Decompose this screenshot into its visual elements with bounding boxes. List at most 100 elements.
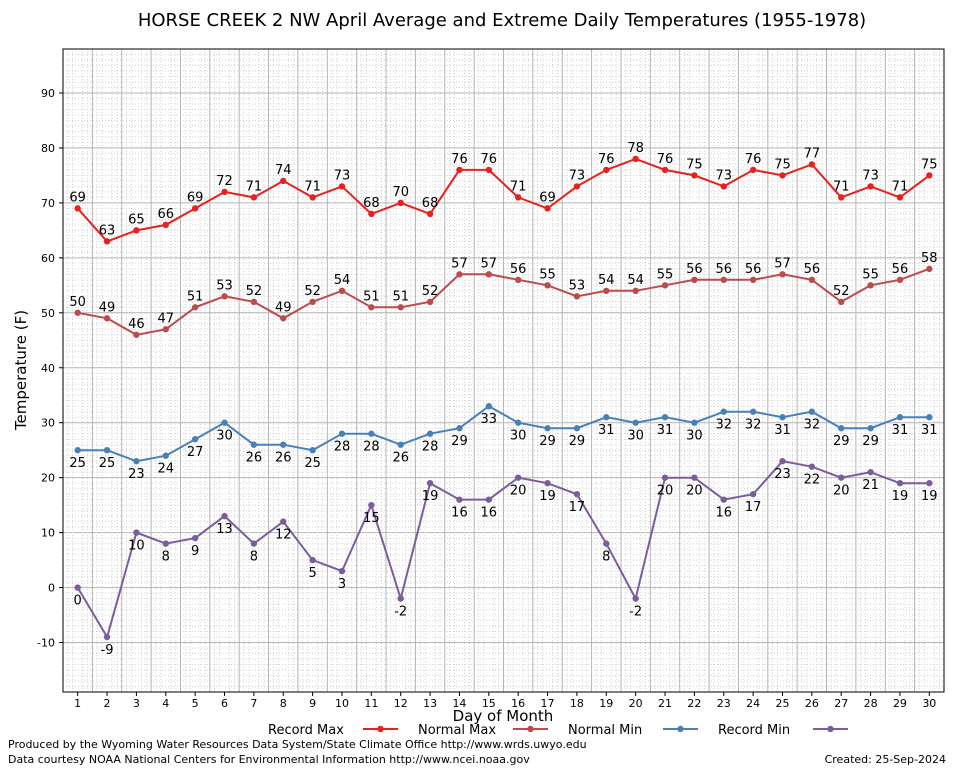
data-label-normal-min: 27: [187, 445, 204, 460]
data-label-record-min: -2: [629, 605, 642, 620]
data-point-record-min: [808, 463, 816, 470]
data-point-normal-min: [103, 446, 111, 454]
data-point-normal-min: [691, 419, 698, 426]
data-point-normal-max: [191, 304, 199, 311]
data-point-record-max: [368, 210, 375, 218]
data-point-record-max: [867, 183, 874, 190]
data-label-normal-max: 54: [334, 273, 351, 288]
data-point-record-max: [603, 166, 610, 174]
series-line-normal-min: [77, 405, 930, 463]
x-tick-label: 20: [629, 697, 643, 710]
data-point-normal-max: [514, 276, 522, 284]
data-point-normal-min: [280, 441, 287, 448]
data-point-normal-min: [397, 441, 404, 448]
data-point-normal-max: [397, 304, 404, 311]
data-point-record-min: [691, 474, 698, 481]
legend-item-record-min: Record Min: [718, 723, 848, 738]
plot-area-border: [62, 48, 945, 693]
data-label-record-min: 10: [128, 539, 145, 554]
data-label-normal-max: 51: [392, 289, 409, 304]
y-tick-label: 30: [41, 417, 55, 430]
data-point-record-min: [926, 479, 933, 487]
data-label-normal-min: 29: [539, 434, 556, 449]
data-point-record-max: [250, 194, 258, 201]
legend-item-normal-max: Normal Max: [418, 723, 548, 738]
data-point-normal-max: [485, 271, 493, 278]
data-label-normal-min: 25: [304, 456, 321, 471]
data-point-record-min: [103, 633, 111, 641]
data-point-normal-max: [426, 298, 434, 306]
series-record-min: 0 -9 10 8 9 13 8 12 5 3 15 -2 19 16 16 20 19 17 8 -2 20 20 16 1…: [74, 457, 938, 658]
x-tick-label: 6: [221, 697, 228, 710]
data-point-record-min: [338, 567, 346, 575]
data-label-normal-max: 54: [627, 273, 644, 288]
series-line-normal-max: [77, 267, 930, 336]
data-point-record-min: [221, 512, 228, 520]
data-label-normal-max: 54: [598, 273, 615, 288]
data-point-normal-min: [456, 425, 463, 432]
x-tick-label: 5: [192, 697, 199, 710]
data-point-normal-min: [603, 414, 610, 421]
data-label-normal-max: 55: [657, 267, 674, 282]
data-label-normal-min: 31: [657, 423, 674, 438]
data-point-record-min: [162, 540, 169, 547]
series-record-max: 69 63 65 66 69 72 71 74 71 73 68 70 68 76 76 71 69 73 76 78…: [69, 141, 938, 245]
data-point-normal-max: [103, 315, 111, 322]
data-label-record-min: 12: [275, 528, 292, 543]
data-label-record-min: 19: [539, 489, 556, 504]
data-point-record-max: [720, 183, 727, 190]
data-point-record-max: [485, 166, 493, 174]
data-point-normal-min: [661, 414, 669, 421]
data-point-record-min: [749, 490, 757, 498]
series-normal-max: 50 49 46 47 51 53 52 49 52 54 51 51 52 57 57 56 55 53 54 54…: [69, 251, 938, 338]
x-tick-label: 22: [687, 697, 701, 710]
data-point-normal-min: [838, 425, 845, 432]
data-point-normal-max: [808, 276, 816, 284]
data-label-normal-min: 30: [686, 429, 703, 444]
data-label-normal-min: 29: [862, 434, 879, 449]
data-label-record-min: 19: [422, 489, 439, 504]
data-label-normal-max: 56: [510, 262, 527, 277]
data-label-record-max: 75: [921, 157, 938, 172]
data-point-record-max: [896, 194, 904, 201]
data-label-normal-min: 29: [569, 434, 586, 449]
data-point-record-max: [926, 172, 933, 179]
data-label-record-max: 75: [774, 157, 791, 172]
data-point-normal-max: [749, 276, 757, 284]
data-label-record-min: 16: [451, 506, 468, 521]
data-label-normal-min: 33: [481, 412, 498, 427]
data-label-normal-max: 46: [128, 317, 145, 332]
data-label-record-min: 20: [833, 484, 850, 499]
y-tick-label: 60: [41, 252, 55, 265]
data-point-normal-max: [368, 304, 375, 311]
data-point-normal-max: [544, 282, 551, 289]
data-label-record-max: 73: [569, 168, 586, 183]
data-point-record-max: [221, 188, 228, 196]
x-tick-label: 29: [893, 697, 907, 710]
data-label-normal-max: 52: [833, 284, 850, 299]
data-point-record-min: [720, 496, 727, 503]
data-label-normal-min: 31: [774, 423, 791, 438]
data-label-normal-min: 30: [627, 429, 644, 444]
data-point-normal-min: [808, 408, 816, 415]
data-label-normal-max: 53: [216, 278, 233, 293]
data-label-record-max: 77: [804, 146, 821, 161]
data-label-normal-min: 26: [275, 451, 292, 466]
data-label-normal-min: 31: [921, 423, 938, 438]
data-point-normal-min: [544, 425, 551, 432]
x-tick-label: 3: [133, 697, 140, 710]
data-point-normal-max: [133, 331, 140, 338]
legend-item-normal-min: Normal Min: [568, 723, 698, 738]
data-label-normal-min: 28: [363, 440, 380, 455]
data-point-record-min: [133, 529, 140, 536]
data-point-record-max: [544, 205, 551, 212]
data-label-normal-max: 57: [451, 256, 468, 271]
data-label-normal-max: 58: [921, 251, 938, 266]
series-line-record-max: [76, 157, 930, 243]
data-point-record-min: [485, 496, 493, 503]
data-point-record-min: [779, 457, 786, 465]
x-tick-label: 15: [482, 697, 496, 710]
x-tick-label: 10: [335, 697, 349, 710]
data-label-record-max: 68: [363, 196, 380, 211]
